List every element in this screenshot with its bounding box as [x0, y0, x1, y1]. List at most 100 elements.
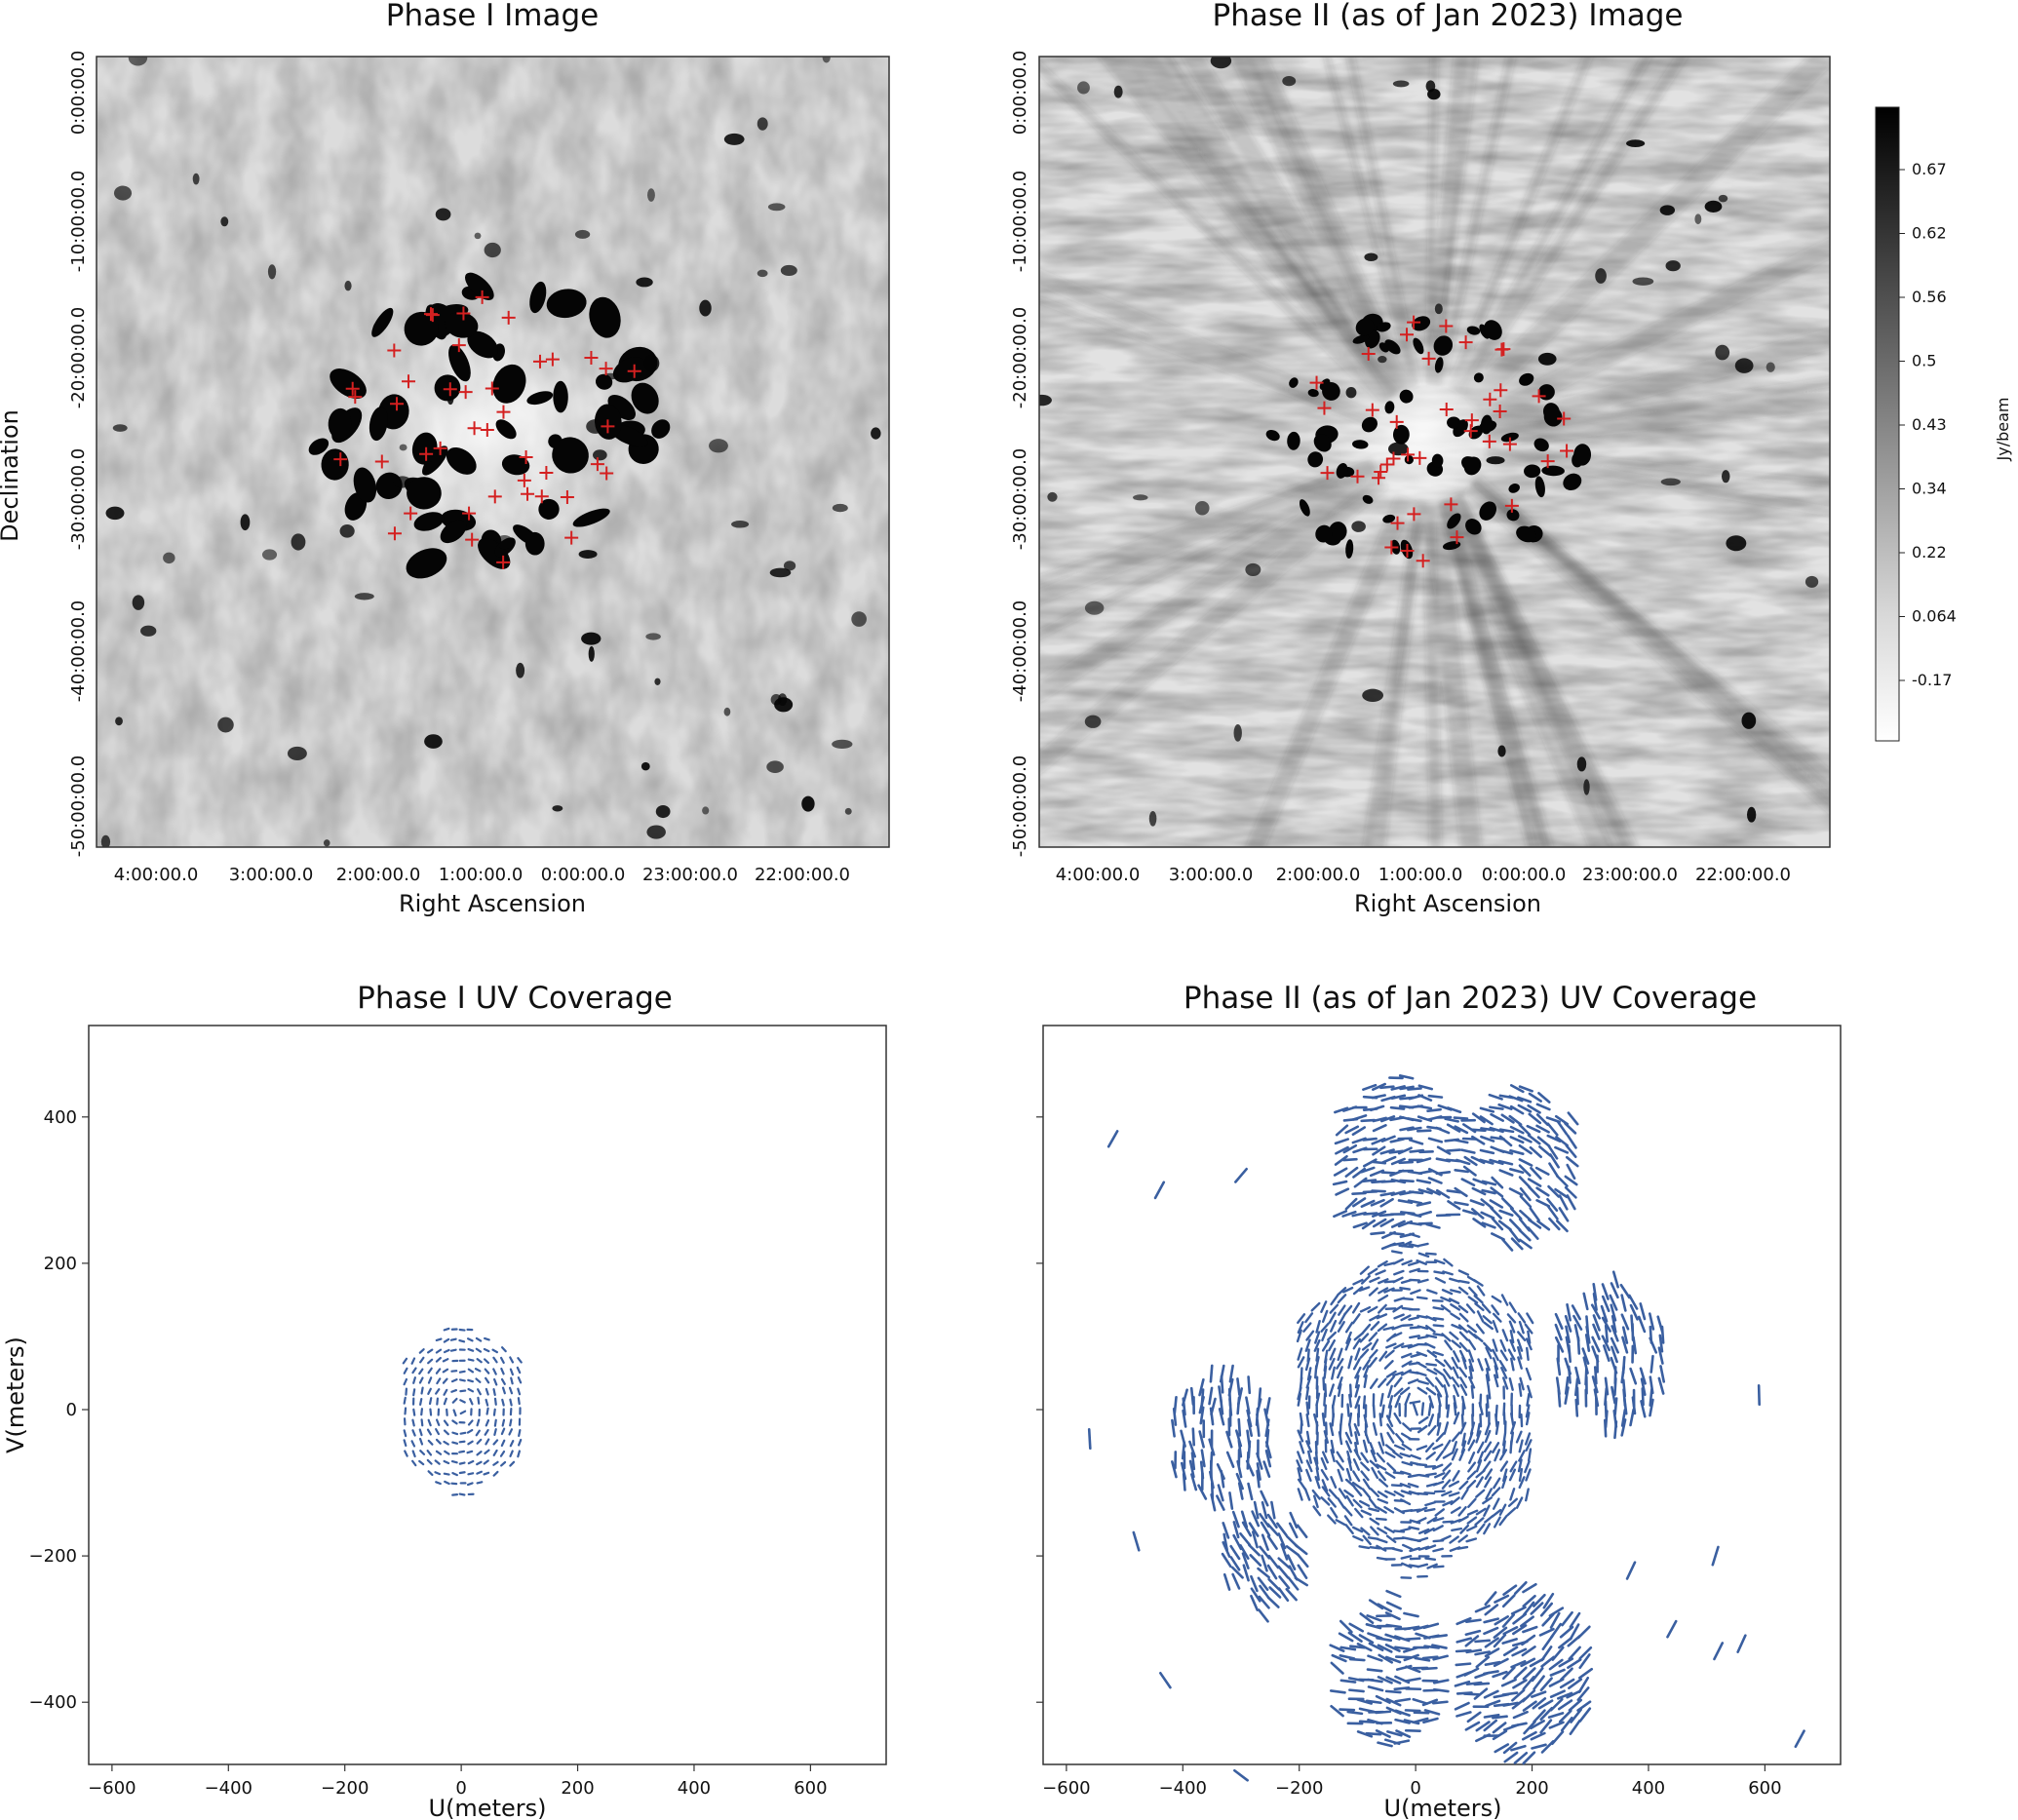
- uv-sample: [1432, 1525, 1444, 1532]
- uv-sample: [1344, 1440, 1352, 1453]
- uv-sample: [411, 1418, 415, 1427]
- source-cross-marker: [1374, 465, 1388, 480]
- uv-sample: [1441, 1491, 1453, 1497]
- uv-sample: [427, 1358, 434, 1365]
- uv-sample: [1463, 1692, 1480, 1696]
- uv-sample: [1509, 1488, 1516, 1501]
- uv-sample: [1518, 1164, 1532, 1178]
- uv-sample: [1426, 1187, 1441, 1196]
- noise-peak-blob: [636, 277, 653, 288]
- bright-source-blob: [1352, 440, 1369, 449]
- uv-sample: [1367, 1536, 1379, 1540]
- uv-sample: [1390, 1157, 1406, 1166]
- uv-sample: [1465, 1537, 1478, 1543]
- source-cross-marker: [1557, 411, 1572, 426]
- uv-sample: [1474, 1302, 1485, 1312]
- uv-sample: [1237, 1417, 1242, 1437]
- uv-sample: [1329, 1689, 1346, 1694]
- uv-sample: [1339, 1619, 1353, 1634]
- uv-sample: [1331, 1394, 1337, 1410]
- uv-sample: [1517, 1458, 1523, 1473]
- uv-sample: [1369, 1546, 1381, 1550]
- sidelobe-streak: [1362, 500, 1426, 847]
- uv-sample: [1198, 1377, 1205, 1397]
- uv-sample: [1198, 1430, 1205, 1449]
- uv-sample: [1484, 1476, 1493, 1489]
- uv-sample: [1390, 1220, 1406, 1228]
- uv-sample: [1354, 1366, 1362, 1379]
- uv-sample: [403, 1439, 407, 1448]
- uv-sample: [1382, 1326, 1395, 1332]
- uv-sample: [1428, 1395, 1435, 1409]
- phase1-ra-tick: 1:00:00.0: [439, 865, 524, 885]
- uv-sample: [1532, 1697, 1547, 1710]
- uv-sample: [1395, 1729, 1412, 1738]
- uv-sample: [1492, 1722, 1507, 1734]
- uv-sample: [1493, 1626, 1508, 1639]
- phase2-image-title: Phase II (as of Jan 2023) Image: [1213, 0, 1684, 33]
- bright-source-blob: [492, 364, 526, 404]
- uv-sample: [1377, 1491, 1388, 1498]
- sidelobe-streak: [1039, 458, 1375, 584]
- colorbar-tick-label: 0.34: [1912, 480, 1947, 498]
- noise-peak-blob: [1084, 600, 1105, 615]
- source-cross-marker: [1317, 401, 1332, 415]
- uv-sample: [1494, 1365, 1499, 1379]
- uv-sample: [1410, 1289, 1421, 1296]
- uv-sample: [1376, 1452, 1385, 1463]
- noise-peak-blob: [640, 761, 650, 771]
- phase1-ra-tick: 0:00:00.0: [541, 865, 626, 885]
- uv-sample: [1509, 1338, 1516, 1352]
- bright-source-blob: [464, 272, 494, 300]
- uv-sample: [1490, 1186, 1504, 1198]
- uv-sample: [1320, 1456, 1328, 1470]
- uv-sample: [1392, 1451, 1403, 1459]
- uv-sample: [1327, 1331, 1338, 1341]
- colorbar: 0.670.620.560.50.430.340.220.064-0.17 Jy…: [1875, 106, 2012, 742]
- phase2-uv-points: [1087, 1074, 1805, 1782]
- uv-sample: [1455, 1158, 1471, 1166]
- uv-sample: [1386, 1730, 1403, 1737]
- uv-sample: [1475, 1507, 1487, 1516]
- uv-sample: [443, 1472, 450, 1476]
- uv-sample: [1266, 1534, 1278, 1550]
- uv-sample: [1335, 1124, 1349, 1137]
- phase2-dec-tick: -50:00:00.0: [1010, 755, 1030, 858]
- uv-sample: [1250, 1594, 1260, 1611]
- uv-sample: [1498, 1135, 1513, 1147]
- uv-sample: [1173, 1395, 1178, 1414]
- uv-sample: [1535, 1113, 1549, 1126]
- uv-sample: [1227, 1377, 1234, 1397]
- uv-sample: [1432, 1333, 1445, 1337]
- bright-source-blob: [631, 382, 659, 414]
- uv-sample: [485, 1387, 489, 1396]
- uv-sample: [1344, 1197, 1358, 1211]
- uv-sample: [1385, 1623, 1403, 1629]
- uv-sample: [1346, 1403, 1350, 1417]
- sidelobe-streak: [1039, 458, 1377, 605]
- phase1-ra-tick: 3:00:00.0: [229, 865, 314, 885]
- uv-sample: [501, 1346, 507, 1353]
- uv-sample: [1611, 1314, 1617, 1334]
- uv-sample: [1610, 1336, 1619, 1354]
- uv-sample: [1363, 1374, 1368, 1389]
- uv-sample: [1457, 1324, 1469, 1334]
- uv-sample: [1398, 1160, 1415, 1165]
- uv-sample: [1391, 1547, 1403, 1553]
- uv-sample: [1368, 1642, 1384, 1652]
- uv-sample: [1510, 1744, 1527, 1752]
- uv-sample: [1499, 1449, 1508, 1461]
- bright-source-blob: [1431, 453, 1444, 468]
- uv-sample: [1460, 1178, 1476, 1187]
- uv-sample: [1266, 1513, 1278, 1530]
- noise-peak-blob: [1746, 806, 1757, 823]
- uv-sample: [1347, 1355, 1353, 1370]
- uv-sample: [1610, 1282, 1619, 1299]
- source-cross-marker: [1494, 342, 1509, 357]
- uv-sample: [1359, 1333, 1370, 1343]
- uv-sample: [1315, 1392, 1321, 1407]
- uv-sample: [1398, 1244, 1415, 1249]
- uv-sample: [1659, 1365, 1666, 1383]
- noise-peak-blob: [192, 173, 200, 185]
- uv-sample: [1507, 1497, 1519, 1507]
